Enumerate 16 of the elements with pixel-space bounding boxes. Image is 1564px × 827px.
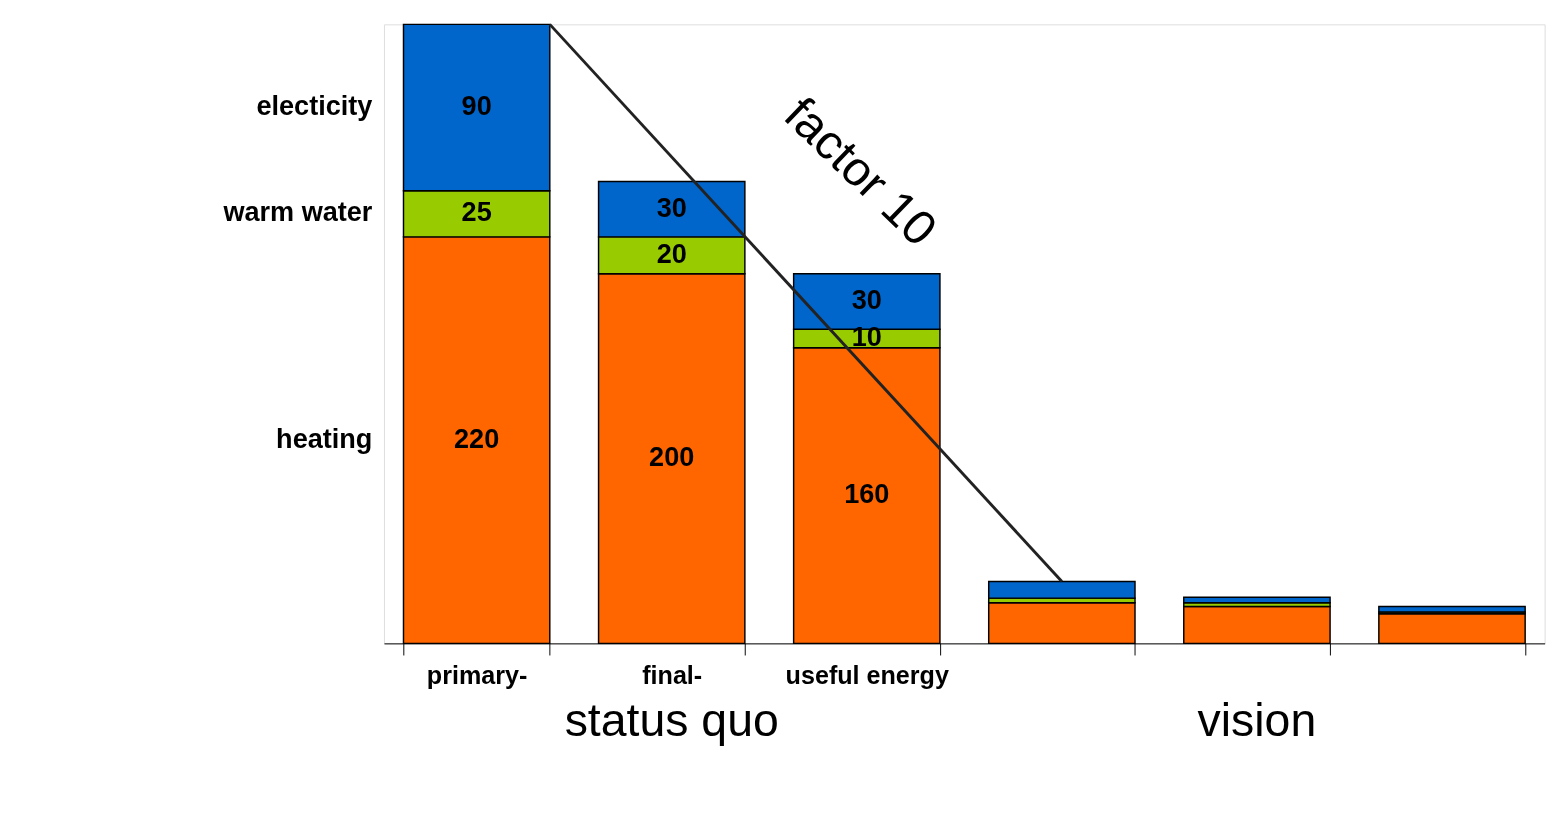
series-label: heating bbox=[276, 422, 373, 454]
data-label: 220 bbox=[454, 422, 500, 454]
text: status quo bbox=[564, 694, 779, 747]
data-label: 25 bbox=[461, 196, 492, 228]
x-tick-label: final- bbox=[642, 660, 703, 689]
data-label: 20 bbox=[656, 238, 687, 270]
data-label: 30 bbox=[851, 284, 882, 316]
series-label: warm water bbox=[222, 196, 373, 228]
data-label: 160 bbox=[844, 478, 890, 510]
x-tick-label: primary- bbox=[426, 660, 528, 689]
data-label: 200 bbox=[649, 441, 695, 473]
x-tick-label: useful energy bbox=[785, 660, 949, 689]
data-label: 30 bbox=[656, 191, 687, 223]
series-label: electicity bbox=[256, 90, 373, 122]
text: vision bbox=[1197, 694, 1317, 747]
data-label: 90 bbox=[461, 90, 492, 122]
